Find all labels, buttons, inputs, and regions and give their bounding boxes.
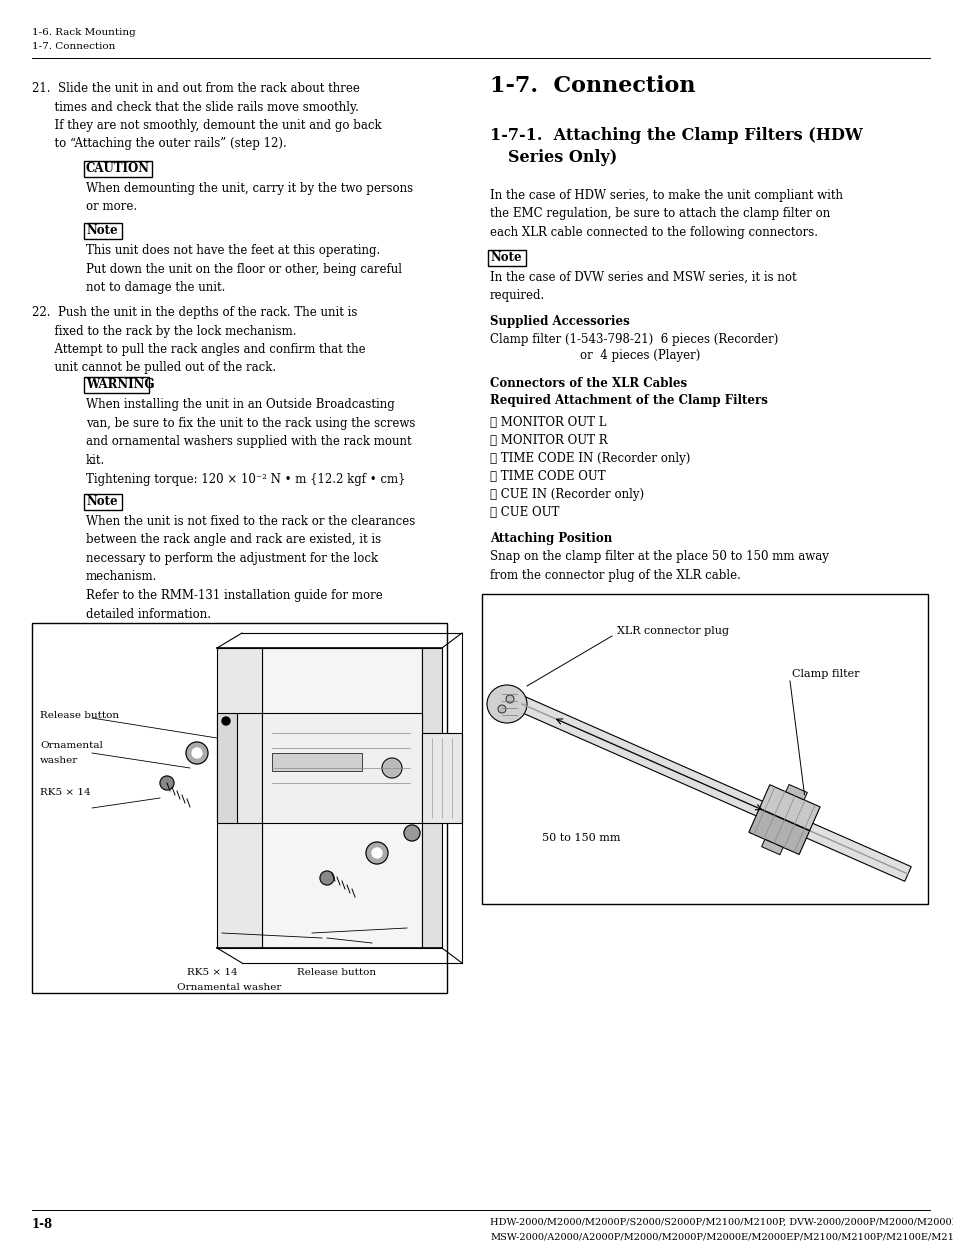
Text: Series Only): Series Only) <box>507 149 617 165</box>
Text: Connectors of the XLR Cables: Connectors of the XLR Cables <box>490 377 686 391</box>
Text: In the case of HDW series, to make the unit compliant with
the EMC regulation, b: In the case of HDW series, to make the u… <box>490 189 842 239</box>
Text: Ornamental washer: Ornamental washer <box>177 983 281 991</box>
Text: ・ CUE IN (Recorder only): ・ CUE IN (Recorder only) <box>490 488 643 501</box>
Bar <box>760 840 782 855</box>
Text: Note: Note <box>86 495 117 508</box>
Text: Release button: Release button <box>40 712 119 720</box>
Text: ・ MONITOR OUT R: ・ MONITOR OUT R <box>490 434 607 447</box>
Bar <box>748 809 809 855</box>
Text: When installing the unit in an Outside Broadcasting
van, be sure to fix the unit: When installing the unit in an Outside B… <box>86 398 415 466</box>
Text: Supplied Accessories: Supplied Accessories <box>490 315 629 328</box>
Bar <box>84 494 122 510</box>
Circle shape <box>505 695 514 703</box>
Bar <box>84 377 149 393</box>
Text: Clamp filter: Clamp filter <box>791 669 859 679</box>
Text: 22.  Push the unit in the depths of the rack. The unit is
      fixed to the rac: 22. Push the unit in the depths of the r… <box>32 306 365 374</box>
Text: RK5 × 14: RK5 × 14 <box>40 787 91 797</box>
Text: Note: Note <box>490 251 521 264</box>
Text: CAUTION: CAUTION <box>86 162 150 175</box>
Bar <box>84 223 122 239</box>
Text: Required Attachment of the Clamp Filters: Required Attachment of the Clamp Filters <box>490 394 767 407</box>
Bar <box>262 713 421 824</box>
Circle shape <box>403 825 419 841</box>
Bar <box>488 250 525 266</box>
Text: 1-6. Rack Mounting: 1-6. Rack Mounting <box>32 29 135 37</box>
Bar <box>32 623 447 993</box>
Circle shape <box>222 717 230 725</box>
Text: ・ CUE OUT: ・ CUE OUT <box>490 506 558 519</box>
Bar <box>785 785 806 800</box>
Text: Snap on the clamp filter at the place 50 to 150 mm away
from the connector plug : Snap on the clamp filter at the place 50… <box>490 550 828 581</box>
Bar <box>272 753 361 771</box>
Text: Note: Note <box>490 251 521 264</box>
Bar <box>84 160 152 177</box>
Text: ・ TIME CODE IN (Recorder only): ・ TIME CODE IN (Recorder only) <box>490 452 690 465</box>
Text: or  4 pieces (Player): or 4 pieces (Player) <box>579 350 700 362</box>
Bar <box>262 648 421 948</box>
Text: 1-7-1.  Attaching the Clamp Filters (HDW: 1-7-1. Attaching the Clamp Filters (HDW <box>490 127 862 144</box>
Text: 1-8: 1-8 <box>32 1218 53 1232</box>
Text: Tightening torque: 120 × 10⁻² N • m {12.2 kgf • cm}: Tightening torque: 120 × 10⁻² N • m {12.… <box>86 473 405 486</box>
Text: MSW-2000/A2000/A2000P/M2000/M2000P/M2000E/M2000EP/M2100/M2100P/M2100E/M2100EP: MSW-2000/A2000/A2000P/M2000/M2000P/M2000… <box>490 1232 953 1242</box>
Ellipse shape <box>486 685 526 723</box>
Text: 1-7. Connection: 1-7. Connection <box>32 42 115 51</box>
Bar <box>216 648 262 948</box>
Text: ・ TIME CODE OUT: ・ TIME CODE OUT <box>490 470 605 483</box>
Text: WARNING: WARNING <box>86 378 154 391</box>
Text: In the case of DVW series and MSW series, it is not
required.: In the case of DVW series and MSW series… <box>490 271 796 302</box>
Text: This unit does not have the feet at this operating.
Put down the unit on the flo: This unit does not have the feet at this… <box>86 244 401 294</box>
Text: When demounting the unit, carry it by the two persons
or more.: When demounting the unit, carry it by th… <box>86 182 413 214</box>
Bar <box>759 785 820 831</box>
Text: RK5 × 14: RK5 × 14 <box>187 968 237 977</box>
Text: Ornamental: Ornamental <box>40 741 103 750</box>
Text: XLR connector plug: XLR connector plug <box>617 626 728 636</box>
Circle shape <box>319 871 334 884</box>
Text: CAUTION: CAUTION <box>86 162 150 175</box>
Circle shape <box>186 741 208 764</box>
Text: 21.  Slide the unit in and out from the rack about three
      times and check t: 21. Slide the unit in and out from the r… <box>32 82 381 151</box>
Text: washer: washer <box>40 756 78 765</box>
Text: HDW-2000/M2000/M2000P/S2000/S2000P/M2100/M2100P, DVW-2000/2000P/M2000/M2000P: HDW-2000/M2000/M2000P/S2000/S2000P/M2100… <box>490 1218 953 1227</box>
Circle shape <box>497 705 505 713</box>
Text: Clamp filter (1-543-798-21)  6 pieces (Recorder): Clamp filter (1-543-798-21) 6 pieces (Re… <box>490 333 778 346</box>
Text: Attaching Position: Attaching Position <box>490 532 612 545</box>
Circle shape <box>160 776 173 790</box>
Text: 1-7.  Connection: 1-7. Connection <box>490 75 695 97</box>
Circle shape <box>366 842 388 865</box>
Text: Note: Note <box>86 495 117 508</box>
Circle shape <box>381 758 401 778</box>
Text: When the unit is not fixed to the rack or the clearances
between the rack angle : When the unit is not fixed to the rack o… <box>86 515 415 621</box>
Text: Note: Note <box>86 224 117 238</box>
Polygon shape <box>518 697 910 881</box>
Text: Note: Note <box>86 224 117 238</box>
Bar <box>421 648 441 948</box>
Text: 50 to 150 mm: 50 to 150 mm <box>541 833 619 843</box>
Bar <box>481 593 927 904</box>
Circle shape <box>192 748 202 758</box>
Text: WARNING: WARNING <box>86 378 154 391</box>
Bar <box>421 733 461 824</box>
Text: ・ MONITOR OUT L: ・ MONITOR OUT L <box>490 415 606 429</box>
Circle shape <box>372 848 381 858</box>
Bar <box>216 713 236 824</box>
Text: Release button: Release button <box>296 968 375 977</box>
